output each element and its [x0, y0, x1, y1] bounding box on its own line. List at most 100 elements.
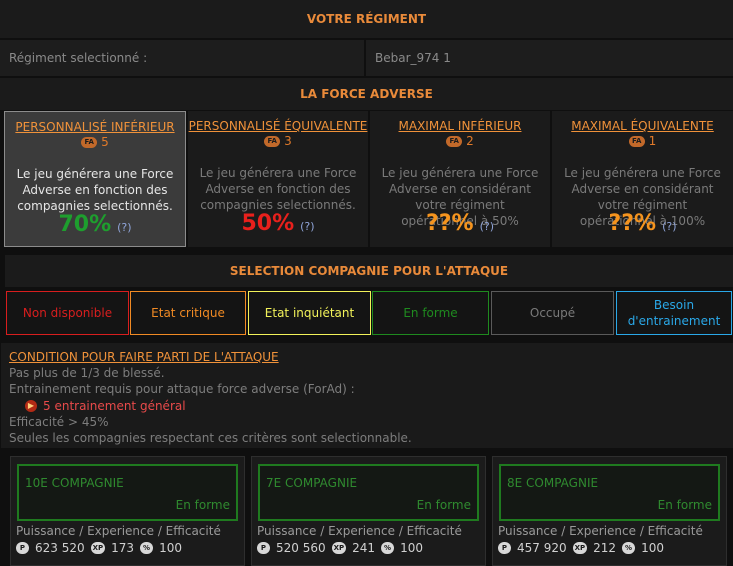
force-option-title[interactable]: MAXIMAL INFÉRIEUR [398, 119, 522, 133]
company-stats-label: Puissance / Experience / Efficacité [16, 524, 221, 538]
company-card-7e[interactable]: 7E COMPAGNIE En forme Puissance / Experi… [251, 456, 486, 566]
company-status-box[interactable]: 8E COMPAGNIE En forme [499, 464, 720, 521]
status-label: En forme [403, 306, 458, 320]
regiment-value: Bebar_974 1 [375, 51, 451, 65]
company-status-box[interactable]: 10E COMPAGNIE En forme [17, 464, 238, 521]
percent-value: 50% [241, 211, 295, 236]
selection-header: SELECTION COMPAGNIE POUR L'ATTAQUE [5, 255, 733, 287]
condition-line: Efficacité > 45% [9, 414, 109, 429]
fa-icon: FA [81, 136, 98, 148]
help-icon[interactable]: (?) [662, 220, 677, 233]
company-state: En forme [416, 498, 471, 512]
status-occupe: Occupé [491, 291, 614, 335]
status-label: Occupé [529, 306, 576, 320]
force-option-personnalise-equivalente[interactable]: PERSONNALISÉ ÉQUIVALENTE FA 3 Le jeu géné… [188, 111, 368, 247]
status-etat-inquietant: Etat inquiétant [248, 291, 371, 335]
force-header: LA FORCE ADVERSE [0, 78, 733, 110]
fa-icon: FA [446, 135, 463, 147]
xp-value: 241 [352, 541, 376, 555]
power-value: 457 920 [517, 541, 567, 555]
percent-value: ??% [608, 211, 657, 236]
force-option-description: Le jeu générera une Force Adverse en fon… [16, 167, 174, 213]
regiment-label: Régiment selectionné : [9, 51, 148, 65]
percent-icon: % [622, 542, 636, 554]
company-state: En forme [175, 498, 230, 512]
force-option-percent: ??% (?) [552, 211, 733, 236]
power-icon: P [498, 542, 511, 554]
condition-panel: CONDITION POUR FAIRE PARTI DE L'ATTAQUE … [1, 343, 733, 448]
company-status-box[interactable]: 7E COMPAGNIE En forme [258, 464, 479, 521]
force-title: LA FORCE ADVERSE [300, 87, 433, 101]
running-icon: ▶ [25, 399, 37, 412]
efficiency-value: 100 [641, 541, 664, 555]
company-stats-label: Puissance / Experience / Efficacité [498, 524, 703, 538]
company-name: 10E COMPAGNIE [25, 476, 124, 490]
force-option-title[interactable]: PERSONNALISÉ INFÉRIEUR [15, 120, 175, 134]
force-option-description: Le jeu générera une Force Adverse en fon… [199, 166, 357, 212]
fa-count: 3 [284, 134, 292, 148]
xp-icon: XP [331, 542, 347, 554]
force-option-personnalise-inferieur[interactable]: PERSONNALISÉ INFÉRIEUR FA 5 Le jeu génére… [4, 111, 186, 247]
force-option-maximal-inferieur[interactable]: MAXIMAL INFÉRIEUR FA 2 Le jeu générera un… [370, 111, 550, 247]
force-option-maximal-equivalente[interactable]: MAXIMAL ÉQUIVALENTE FA 1 Le jeu générera … [552, 111, 733, 247]
regiment-title: VOTRE RÉGIMENT [306, 12, 427, 26]
fa-icon: FA [264, 135, 281, 147]
regiment-header: VOTRE RÉGIMENT [0, 0, 733, 38]
help-icon[interactable]: (?) [300, 220, 315, 233]
condition-line: Seules les compagnies respectant ces cri… [9, 431, 412, 446]
status-label: Besoin d'entrainement [627, 298, 721, 328]
fa-cost: FA 3 [188, 134, 368, 148]
help-icon[interactable]: (?) [479, 220, 494, 233]
percent-value: 70% [58, 212, 112, 237]
force-option-percent: 50% (?) [188, 211, 368, 236]
regiment-value-cell: Bebar_974 1 [366, 40, 733, 76]
company-state: En forme [657, 498, 712, 512]
requirement-text: 5 entrainement général [43, 398, 186, 413]
regiment-label-cell: Régiment selectionné : [0, 40, 364, 76]
condition-title: CONDITION POUR FAIRE PARTI DE L'ATTAQUE [9, 350, 279, 364]
condition-requirement: ▶ 5 entrainement général [9, 398, 725, 414]
fa-count: 5 [101, 135, 109, 149]
force-option-title[interactable]: MAXIMAL ÉQUIVALENTE [571, 119, 714, 133]
company-card-10e[interactable]: 10E COMPAGNIE En forme Puissance / Exper… [10, 456, 245, 566]
company-stats: P 457 920 XP 212 % 100 [498, 541, 664, 555]
status-label: Etat critique [151, 306, 225, 320]
fa-cost: FA 1 [552, 134, 733, 148]
fa-icon: FA [628, 135, 645, 147]
status-label: Etat inquiétant [264, 306, 355, 320]
fa-count: 1 [648, 134, 657, 148]
fa-cost: FA 2 [370, 134, 550, 148]
percent-icon: % [140, 542, 154, 554]
fa-cost: FA 5 [5, 135, 185, 149]
power-icon: P [16, 542, 29, 554]
percent-value: ??% [426, 211, 474, 236]
company-name: 8E COMPAGNIE [507, 476, 599, 490]
condition-line: Pas plus de 1/3 de blessé. [9, 366, 165, 381]
company-name: 7E COMPAGNIE [266, 476, 358, 490]
force-option-percent: 70% (?) [5, 212, 185, 237]
power-icon: P [257, 542, 270, 554]
status-besoin-entrainement: Besoin d'entrainement [616, 291, 732, 335]
efficiency-value: 100 [159, 541, 182, 555]
xp-icon: XP [90, 542, 106, 554]
power-value: 623 520 [35, 541, 85, 555]
force-option-description: Le jeu générera une Force Adverse en con… [564, 166, 721, 228]
percent-icon: % [381, 542, 395, 554]
force-option-description: Le jeu générera une Force Adverse en con… [381, 166, 539, 228]
fa-count: 2 [466, 134, 474, 148]
company-stats: P 520 560 XP 241 % 100 [257, 541, 423, 555]
help-icon[interactable]: (?) [117, 221, 132, 234]
force-option-percent: ??% (?) [370, 211, 550, 236]
force-option-title[interactable]: PERSONNALISÉ ÉQUIVALENTE [188, 119, 368, 133]
status-label: Non disponible [22, 306, 113, 320]
company-card-8e[interactable]: 8E COMPAGNIE En forme Puissance / Experi… [492, 456, 727, 566]
company-stats-label: Puissance / Experience / Efficacité [257, 524, 462, 538]
efficiency-value: 100 [400, 541, 423, 555]
status-etat-critique: Etat critique [130, 291, 246, 335]
xp-value: 173 [111, 541, 135, 555]
selection-title: SELECTION COMPAGNIE POUR L'ATTAQUE [229, 264, 509, 278]
status-non-disponible: Non disponible [6, 291, 129, 335]
status-en-forme: En forme [372, 291, 489, 335]
condition-line: Entrainement requis pour attaque force a… [9, 382, 355, 397]
company-stats: P 623 520 XP 173 % 100 [16, 541, 182, 555]
